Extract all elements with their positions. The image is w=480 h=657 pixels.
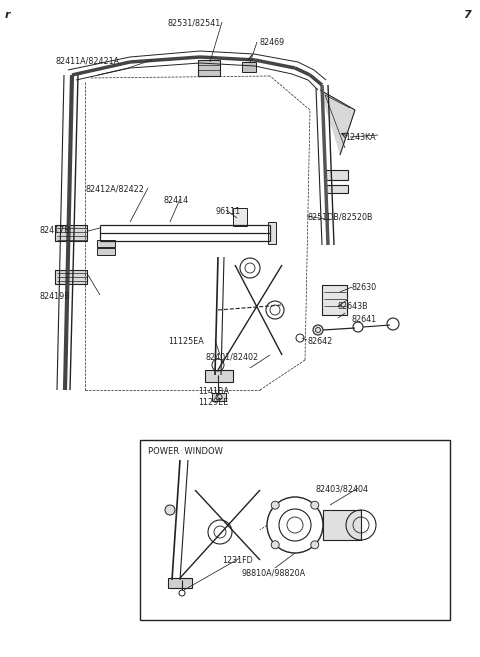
Text: 82630: 82630 <box>352 283 377 292</box>
Text: 1231FD: 1231FD <box>222 556 253 565</box>
Text: 11125EA: 11125EA <box>168 337 204 346</box>
Text: 82412A/82422: 82412A/82422 <box>85 185 144 194</box>
Bar <box>326 185 348 193</box>
Bar <box>140 440 450 620</box>
Text: 82469: 82469 <box>260 38 285 47</box>
Bar <box>326 170 348 180</box>
Text: 82419B: 82419B <box>40 292 71 301</box>
Text: 8251DB/82520B: 8251DB/82520B <box>308 213 373 222</box>
Circle shape <box>271 501 279 509</box>
Text: POWER  WINDOW: POWER WINDOW <box>148 447 223 456</box>
Bar <box>212 393 226 401</box>
Polygon shape <box>320 90 355 155</box>
Bar <box>55 225 87 241</box>
Text: 98810A/98820A: 98810A/98820A <box>242 569 306 578</box>
Bar <box>323 510 361 540</box>
Text: 1141BA: 1141BA <box>198 387 229 396</box>
Text: 7: 7 <box>463 10 471 20</box>
Text: 82401/82402: 82401/82402 <box>205 353 258 362</box>
Circle shape <box>271 541 279 549</box>
Text: 96111: 96111 <box>215 207 240 216</box>
Text: 82531/82541: 82531/82541 <box>168 18 221 27</box>
Circle shape <box>313 325 323 335</box>
Text: 82641: 82641 <box>352 315 377 324</box>
Text: 82642: 82642 <box>307 337 332 346</box>
Bar <box>55 270 87 284</box>
Bar <box>322 285 347 315</box>
Bar <box>233 208 247 226</box>
Bar <box>268 222 276 244</box>
Text: 82643B: 82643B <box>338 302 369 311</box>
Bar <box>242 62 256 72</box>
Bar <box>97 248 115 255</box>
Text: 1129EE: 1129EE <box>198 398 228 407</box>
Circle shape <box>165 505 175 515</box>
Bar <box>198 60 220 76</box>
Circle shape <box>311 501 319 509</box>
Bar <box>97 240 115 247</box>
Bar <box>205 370 233 382</box>
Text: 1243KA: 1243KA <box>345 133 376 142</box>
Text: r: r <box>5 10 11 20</box>
Text: 82417B: 82417B <box>40 226 71 235</box>
Bar <box>168 578 192 588</box>
Text: 82411A/82421A: 82411A/82421A <box>55 57 119 66</box>
Circle shape <box>311 541 319 549</box>
Text: 82414: 82414 <box>163 196 188 205</box>
Text: 82403/82404: 82403/82404 <box>315 484 368 493</box>
